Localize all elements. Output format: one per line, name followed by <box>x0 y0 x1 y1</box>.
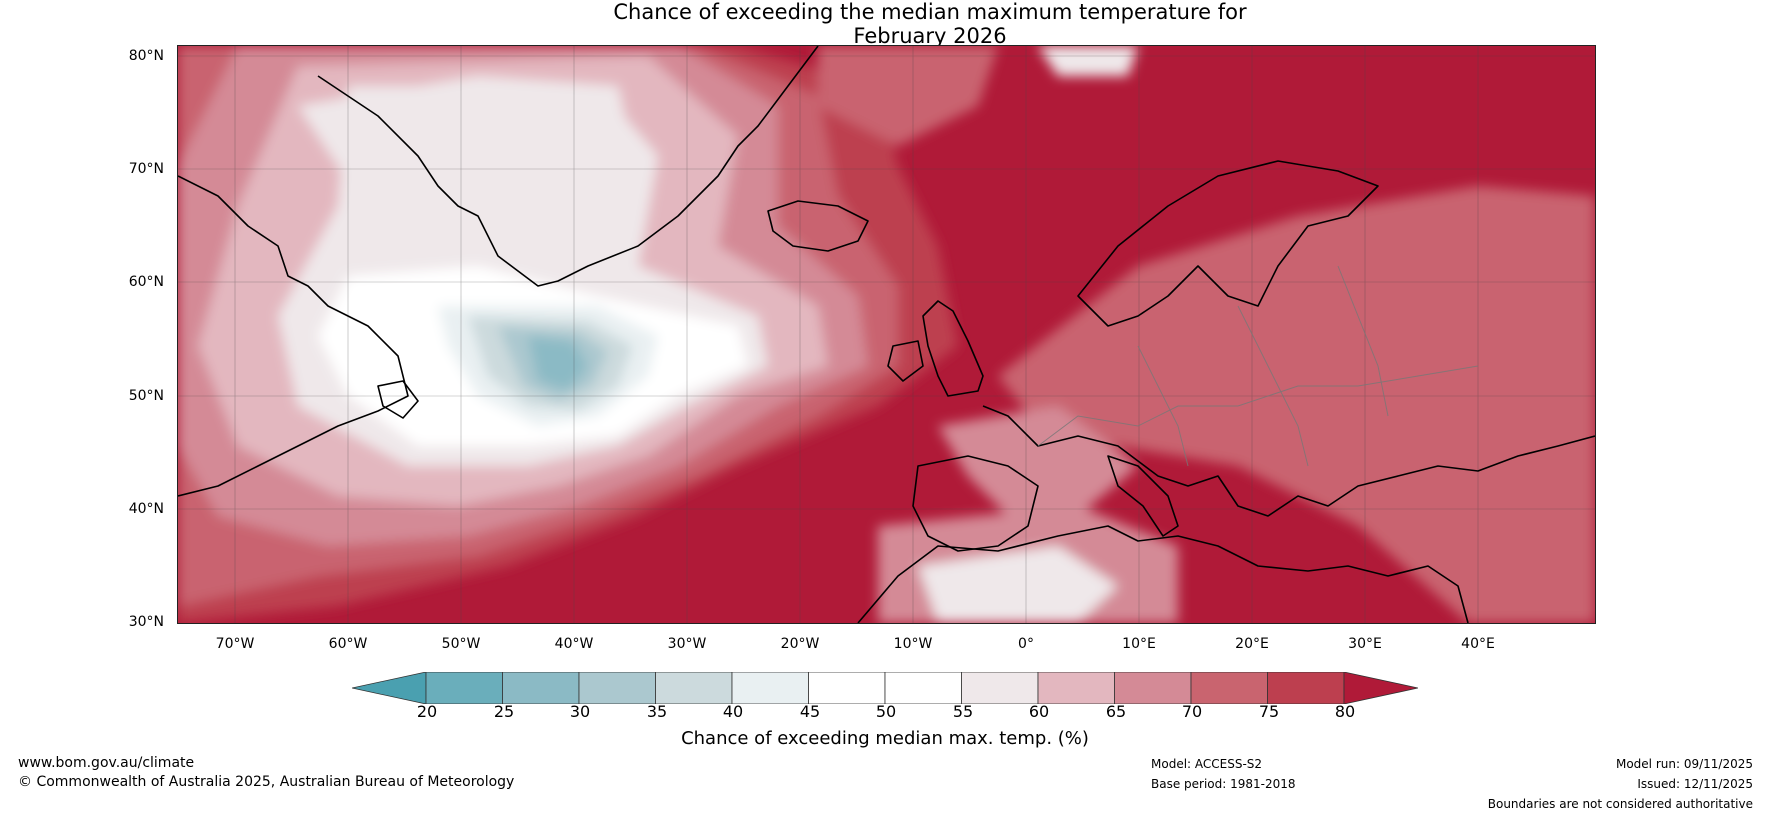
colorbar-tick: 70 <box>1181 702 1203 721</box>
colorbar-swatch <box>1037 672 1115 704</box>
chart-title: Chance of exceeding the median maximum t… <box>0 0 1770 48</box>
lon-label-0: 0° <box>1018 636 1034 652</box>
colorbar-swatch <box>961 672 1039 704</box>
lat-label-30n: 30°N <box>128 614 164 630</box>
title-line-1: Chance of exceeding the median maximum t… <box>613 0 1247 24</box>
colorbar-label: Chance of exceeding median max. temp. (%… <box>681 728 1089 749</box>
colorbar-swatch <box>808 672 886 704</box>
footer-disclaimer: Boundaries are not considered authoritat… <box>1487 797 1753 811</box>
footer-base-period: Base period: 1981-2018 <box>1151 777 1296 791</box>
lat-label-70n: 70°N <box>128 161 164 177</box>
colorbar-tick: 45 <box>799 702 821 721</box>
map-canvas <box>178 46 1595 623</box>
lon-label-40w: 40°W <box>554 636 594 652</box>
iceland-coast <box>767 200 869 252</box>
colorbar-tick: 50 <box>875 702 897 721</box>
colorbar-swatch <box>1267 672 1345 704</box>
lon-label-50w: 50°W <box>441 636 481 652</box>
colorbar-tick: 20 <box>416 702 438 721</box>
title-line-2: February 2026 <box>853 24 1007 48</box>
colorbar-tick: 25 <box>493 702 515 721</box>
lon-label-30e: 30°E <box>1348 636 1382 652</box>
probability-map[interactable] <box>177 45 1596 624</box>
borders <box>1037 265 1479 467</box>
footer-copyright: © Commonwealth of Australia 2025, Austra… <box>18 774 515 790</box>
britain-coast <box>922 300 984 397</box>
band-25 <box>528 336 588 391</box>
colorbar-tick: 40 <box>722 702 744 721</box>
colorbar-swatch <box>731 672 809 704</box>
canada-coast <box>178 175 409 497</box>
colorbar-tick: 30 <box>569 702 591 721</box>
lat-label-40n: 40°N <box>128 501 164 517</box>
lon-label-20e: 20°E <box>1235 636 1269 652</box>
colorbar-extend-low <box>352 672 427 704</box>
colorbar <box>352 672 1418 704</box>
colorbar-extend-high <box>1343 672 1418 704</box>
greenland-coast <box>317 46 819 287</box>
colorbar-tick: 55 <box>952 702 974 721</box>
colorbar-tick: 60 <box>1028 702 1050 721</box>
coastlines <box>178 46 1595 623</box>
lon-label-20w: 20°W <box>780 636 820 652</box>
europe-coast <box>982 405 1595 517</box>
lon-label-70w: 70°W <box>215 636 255 652</box>
colorbar-tick: 75 <box>1258 702 1280 721</box>
colorbar-tick: 65 <box>1105 702 1127 721</box>
band-55-africa <box>918 546 1118 623</box>
lat-label-50n: 50°N <box>128 388 164 404</box>
colorbar-swatch <box>425 672 503 704</box>
colorbar-tick: 80 <box>1334 702 1356 721</box>
newfoundland-coast <box>377 380 419 419</box>
footer-issued: Issued: 12/11/2025 <box>1637 777 1753 791</box>
lon-label-10w: 10°W <box>893 636 933 652</box>
footer-model: Model: ACCESS-S2 <box>1151 757 1263 771</box>
italy-coast <box>1107 455 1179 537</box>
band-60-north <box>1038 46 1138 76</box>
footer-website[interactable]: www.bom.gov.au/climate <box>18 755 195 771</box>
band-65-europe <box>938 406 1138 516</box>
lon-label-40e: 40°E <box>1461 636 1495 652</box>
footer-model-run: Model run: 09/11/2025 <box>1615 757 1753 771</box>
band-70-north <box>818 46 998 146</box>
colorbar-swatch <box>884 672 962 704</box>
lon-label-10e: 10°E <box>1122 636 1156 652</box>
colorbar-swatch <box>1190 672 1268 704</box>
iberia-coast <box>912 455 1039 552</box>
colorbar-swatch <box>502 672 580 704</box>
africa-coast <box>857 525 1469 623</box>
colorbar-swatch <box>578 672 656 704</box>
lon-label-60w: 60°W <box>328 636 368 652</box>
lat-label-60n: 60°N <box>128 274 164 290</box>
lon-label-30w: 30°W <box>667 636 707 652</box>
colorbar-tick: 35 <box>646 702 668 721</box>
graticule <box>178 46 1595 623</box>
ireland-coast <box>887 340 924 382</box>
colorbar-swatch <box>1114 672 1192 704</box>
colorbar-swatch <box>655 672 733 704</box>
lat-label-80n: 80°N <box>128 48 164 64</box>
scandinavia-coast <box>1077 160 1379 327</box>
band-70-europe <box>998 186 1595 623</box>
